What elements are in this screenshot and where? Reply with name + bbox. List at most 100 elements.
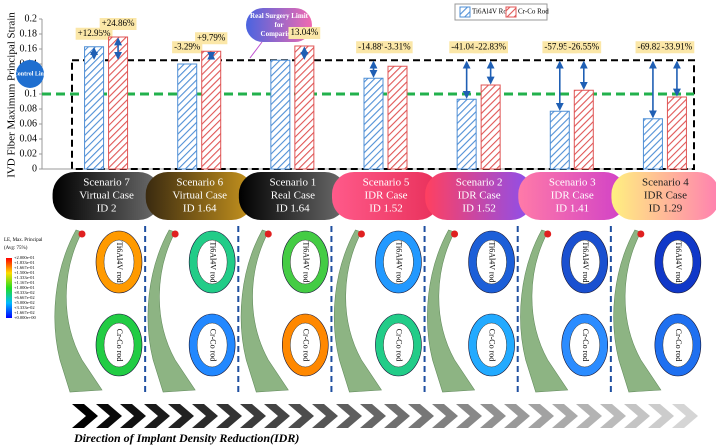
scenario-label: Virtual Case [79,190,134,202]
panel-label: Cr-Co rod [115,329,124,362]
bar [84,46,105,170]
scenario-label: IDR Case [644,190,687,202]
change-label: +12.95% [78,28,111,38]
disc-core [196,322,228,368]
bar [363,77,384,170]
y-tick-label: 0.04 [20,133,38,144]
disc-core [103,239,135,285]
spine [427,229,476,393]
contour-level: +1.667e-02 [14,310,35,315]
disc-core [662,239,694,285]
implant-marker [451,230,459,238]
change-label: -33.91% [662,41,693,51]
contour-level: +1.167e-01 [14,280,35,285]
change-label: -22.83% [475,41,506,51]
panel-label: Cr-Co rod [301,329,310,362]
chevron [96,404,122,428]
scenario-label: ID 1.64 [276,203,310,215]
change-label: -3.31% [384,41,411,51]
bar [642,118,663,170]
contour-level: +8.333e-02 [14,290,35,295]
change-label-bg [75,27,113,40]
scenario-label: ID 1.52 [369,203,403,215]
chevron [216,404,242,428]
chevron [480,404,506,428]
scenario-label: Scenario 7 [83,177,130,189]
bar [480,84,501,170]
contour-level: +1.000e-01 [14,285,35,290]
legend-swatch [505,6,517,18]
chevron [384,404,410,428]
change-label: -69.82% [638,41,669,51]
scenario-label: ID 1.64 [183,203,217,215]
scenario-label: ID 1.41 [555,203,589,215]
bar [573,89,594,170]
implant-marker [637,230,645,238]
disc-core [196,239,228,285]
chevron [600,404,626,428]
scenario-label: Real Case [271,190,315,202]
chevron [144,404,170,428]
change-label-bg [356,41,391,54]
disc-core [383,322,414,368]
disc-core [476,239,507,285]
spine [147,229,196,393]
y-tick-label: 0 [32,163,37,174]
legend-label: Cr-Co Rod [518,8,549,16]
scenario-label: ID 1.29 [649,203,683,215]
chevron [456,404,482,428]
y-tick-label: 0.1 [25,88,38,99]
chevron [72,404,98,428]
disc-core [569,322,600,368]
implant-marker [78,230,86,238]
implant-marker [171,230,179,238]
panel-label: Ti6Al4V rod [581,241,590,282]
panel-label: Ti6Al4V rod [488,241,497,282]
scenario-label: ID 1.52 [462,203,496,215]
change-label: +9.79% [197,32,226,42]
panel-label: Cr-Co rod [395,329,404,362]
panel-label: Ti6Al4V rod [115,241,124,282]
bar [201,50,222,170]
chevron [408,404,434,428]
y-tick-label: 0.06 [20,118,38,129]
change-label-bg [172,41,203,54]
implant-marker [357,230,365,238]
scenario-label: Scenario 4 [642,177,689,189]
y-axis-label: IVD Fiber Maximum Principal Strain [6,12,18,178]
change-label-bg [99,18,137,30]
panel-label: Cr-Co rod [208,329,217,362]
bar [549,110,570,170]
y-tick-label: 0.2 [25,13,38,24]
panel-label: Ti6Al4V rod [301,241,310,282]
chevron [312,404,338,428]
contour-level: +1.833e-01 [14,260,35,265]
chevron [192,404,218,428]
limit-label: Real Surgery Limit for Comparison [250,12,309,38]
contour-title: LE, Max. Principal [4,238,43,243]
panel-label: Cr-Co rod [674,329,683,362]
y-tick-label: 0.16 [20,43,38,54]
change-label: -14.88% [358,41,389,51]
chevron [576,404,602,428]
disc-core [662,322,694,368]
implant-marker [544,230,552,238]
chevron [360,404,386,428]
chevron [672,404,698,428]
scenario-pill [518,172,627,220]
scenario-label: Scenario 5 [363,177,410,189]
change-label-bg [473,41,509,54]
bar [270,59,291,170]
scenario-label: Scenario 6 [176,177,223,189]
contour-level: +5.000e-02 [14,300,35,305]
y-tick-label: 0.08 [20,103,38,114]
y-tick-label: 0.02 [20,148,38,159]
bar [387,65,408,170]
chevron [168,404,194,428]
chevron [648,404,674,428]
contour-level: +0.000e+00 [14,315,36,320]
legend-label: Ti6Al4V Rod [472,8,511,16]
implant-marker [264,230,272,238]
spine [333,229,382,393]
spine [240,229,289,393]
